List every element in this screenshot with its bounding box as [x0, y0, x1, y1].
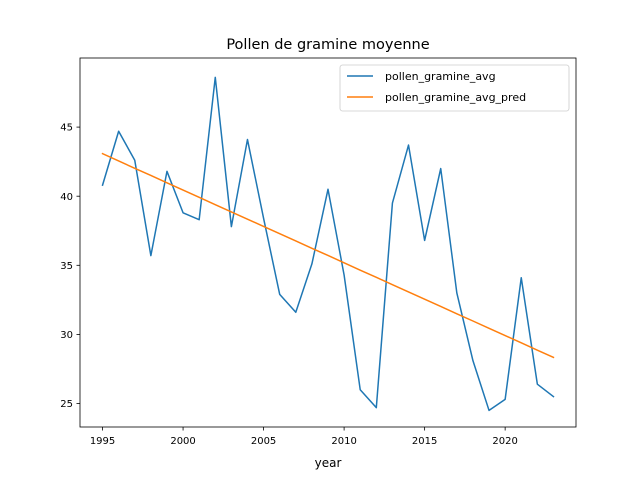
x-tick-label: 2020	[492, 436, 517, 447]
series-line-pollen_gramine_avg_pred	[101, 152, 555, 359]
y-tick-label: 35	[60, 261, 73, 272]
legend-entry-pollen_gramine_avg_pred: pollen_gramine_avg_pred	[385, 91, 526, 104]
legend-box	[339, 64, 570, 112]
x-tick-label: 2000	[170, 436, 195, 447]
x-tick-label: 2015	[412, 436, 437, 447]
y-tick-label: 40	[60, 192, 73, 203]
series-line-pollen_gramine_avg	[101, 76, 555, 412]
plot-frame	[79, 57, 577, 428]
x-tick-label: 2005	[251, 436, 276, 447]
y-tick-label: 25	[60, 399, 73, 410]
axes-layer: 1995 2000 2005 2010 2015 2020 25 30 35 40 45	[60, 57, 577, 447]
legend-entry-pollen_gramine_avg: pollen_gramine_avg	[385, 70, 496, 83]
chart-title: Pollen de gramine moyenne	[226, 37, 429, 53]
legend: pollen_gramine_avg pollen_gramine_avg_pre…	[339, 64, 570, 112]
x-axis-label: year	[315, 456, 342, 470]
y-tick-label: 30	[60, 330, 73, 341]
y-tick-label: 45	[60, 123, 73, 134]
x-tick-label: 1995	[90, 436, 115, 447]
plot-layer	[101, 76, 555, 412]
x-tick-label: 2010	[331, 436, 356, 447]
